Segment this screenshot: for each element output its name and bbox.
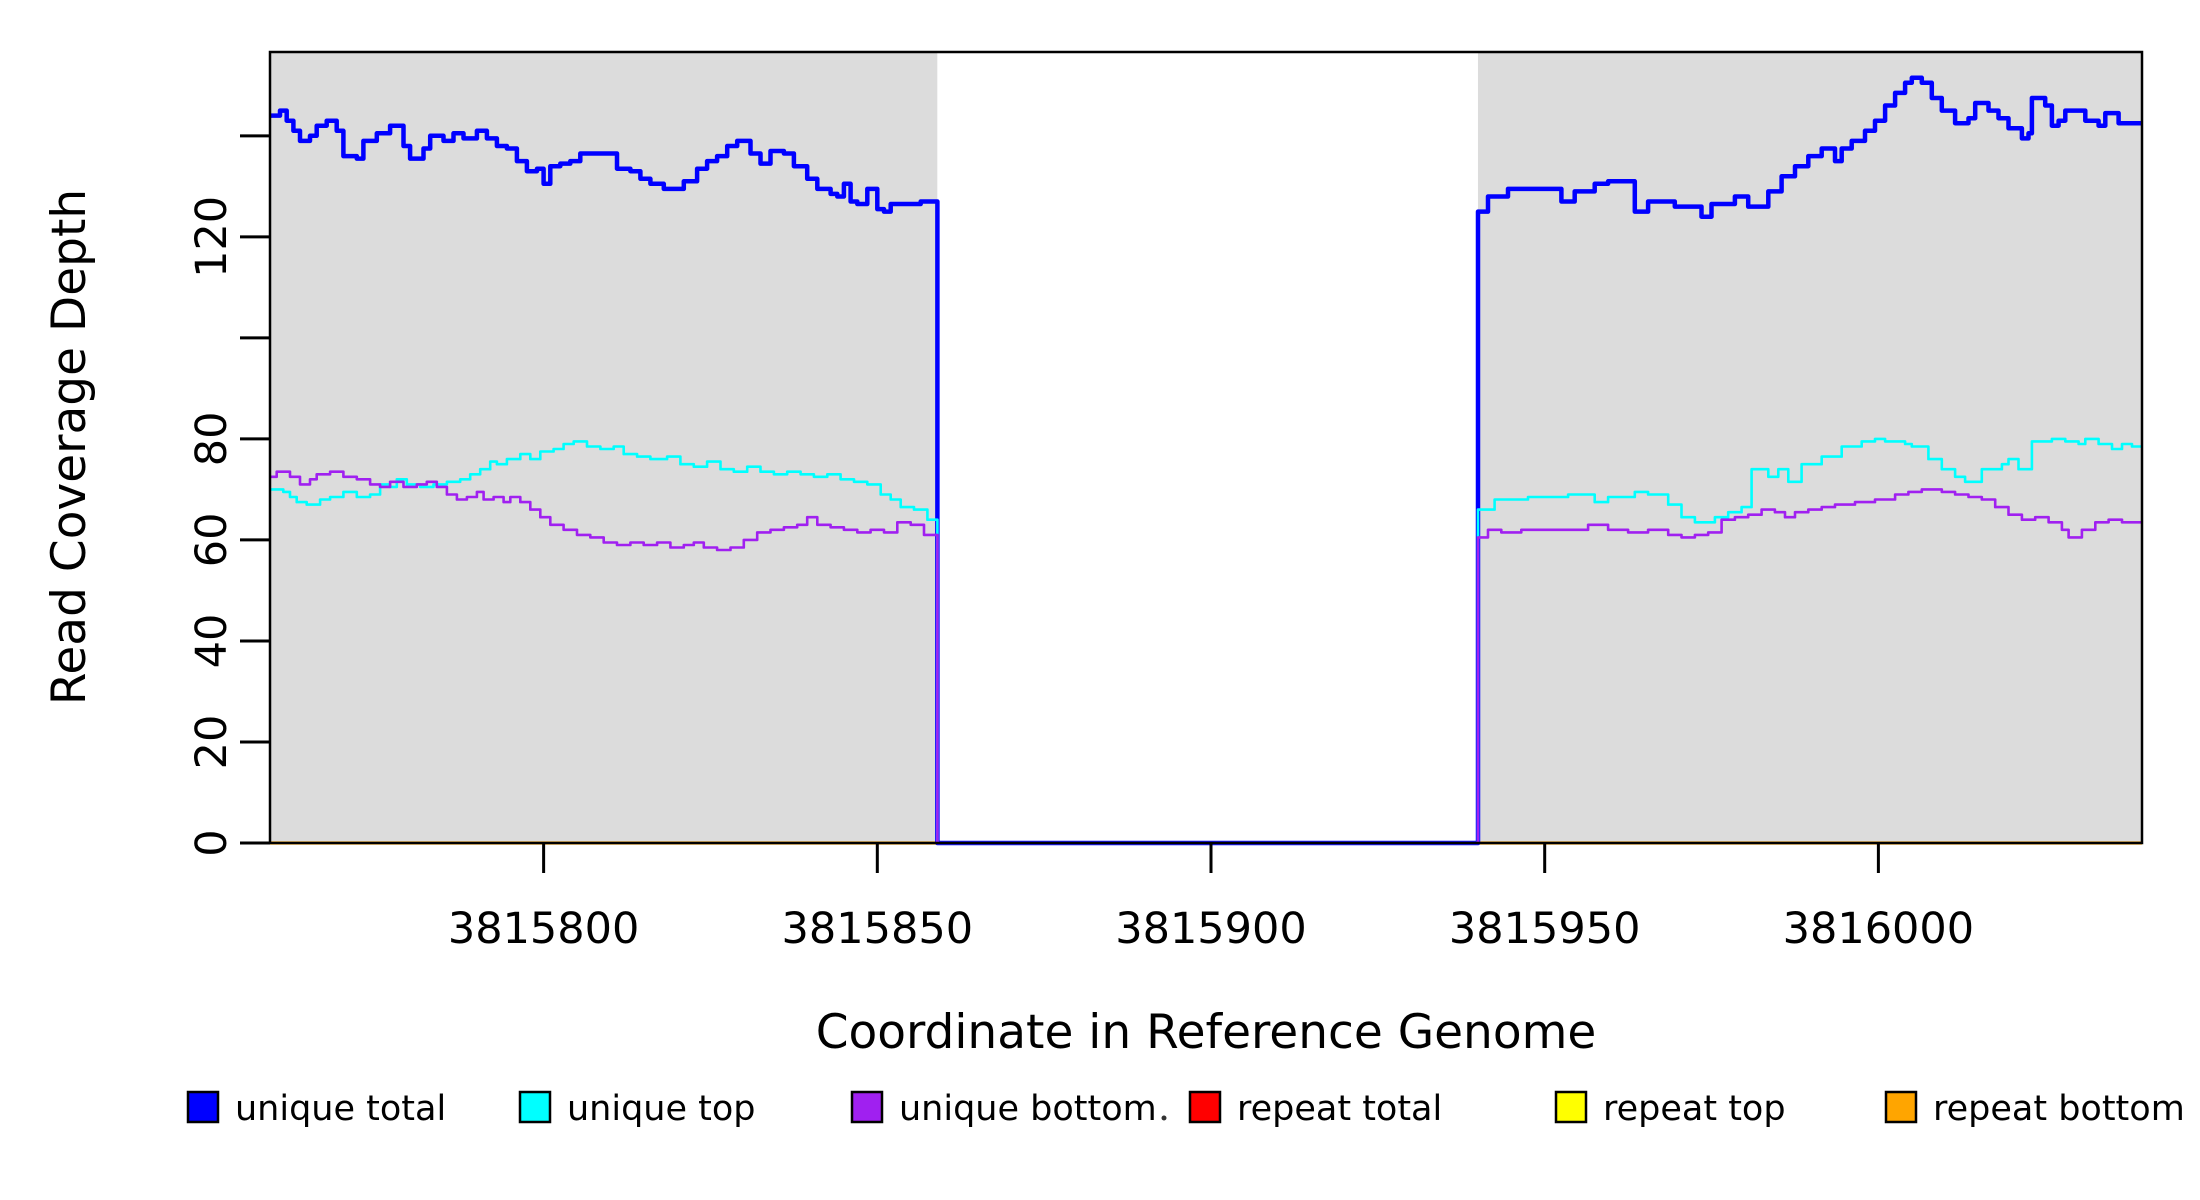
x-tick-label: 3815800 (448, 904, 640, 954)
legend-swatch-repeat-top (1554, 1090, 1588, 1124)
x-tick-label: 3815900 (1115, 904, 1307, 954)
legend-swatch-unique-total (186, 1090, 220, 1124)
right-unique-region (1477, 52, 2142, 843)
y-tick-label: 80 (187, 412, 237, 467)
legend-stray-dot (1161, 1115, 1167, 1121)
legend-label: unique bottom (899, 1089, 1157, 1129)
left-unique-region (270, 52, 938, 843)
legend-swatch-repeat-bottom (1884, 1090, 1918, 1124)
x-tick-label: 3815950 (1449, 904, 1641, 954)
legend-item-repeat-total: repeat total (1188, 1089, 1442, 1129)
legend-item-repeat-bottom: repeat bottom (1884, 1089, 2185, 1129)
gap-region (937, 52, 1478, 843)
axes: 3815800 3815850 3815900 3815950 3816000 0 20 40… (187, 134, 1975, 954)
legend-label: repeat top (1603, 1089, 1786, 1129)
y-tick-label: 60 (187, 513, 237, 568)
x-tick-label: 3815850 (782, 904, 974, 954)
legend-swatch-unique-bottom (850, 1090, 884, 1124)
legend-item-repeat-top: repeat top (1554, 1089, 1786, 1129)
y-tick-label: 120 (187, 196, 237, 278)
series-unique-top (270, 437, 2142, 845)
legend: unique total unique top unique bottom repea… (186, 1089, 2185, 1129)
plot-border (268, 50, 2144, 845)
y-axis-title: Read Coverage Depth (42, 189, 97, 705)
legend-swatch-repeat-total (1188, 1090, 1222, 1124)
legend-label: unique top (567, 1089, 756, 1129)
legend-swatch-unique-top (518, 1090, 552, 1124)
series-unique-bottom (270, 470, 2142, 845)
legend-item-unique-top: unique top (518, 1089, 756, 1129)
legend-label: repeat bottom (1933, 1089, 2185, 1129)
x-axis-title: Coordinate in Reference Genome (816, 1005, 1597, 1060)
series-unique-total (270, 75, 2142, 846)
y-tick-label: 40 (187, 614, 237, 669)
legend-label: repeat total (1237, 1089, 1442, 1129)
legend-label: unique total (235, 1089, 446, 1129)
x-tick-label: 3816000 (1783, 904, 1975, 954)
legend-item-unique-bottom: unique bottom (850, 1089, 1157, 1129)
y-tick-label: 20 (187, 715, 237, 770)
y-tick-label: 0 (187, 829, 237, 856)
plot-box (268, 50, 2144, 845)
legend-item-unique-total: unique total (186, 1089, 446, 1129)
